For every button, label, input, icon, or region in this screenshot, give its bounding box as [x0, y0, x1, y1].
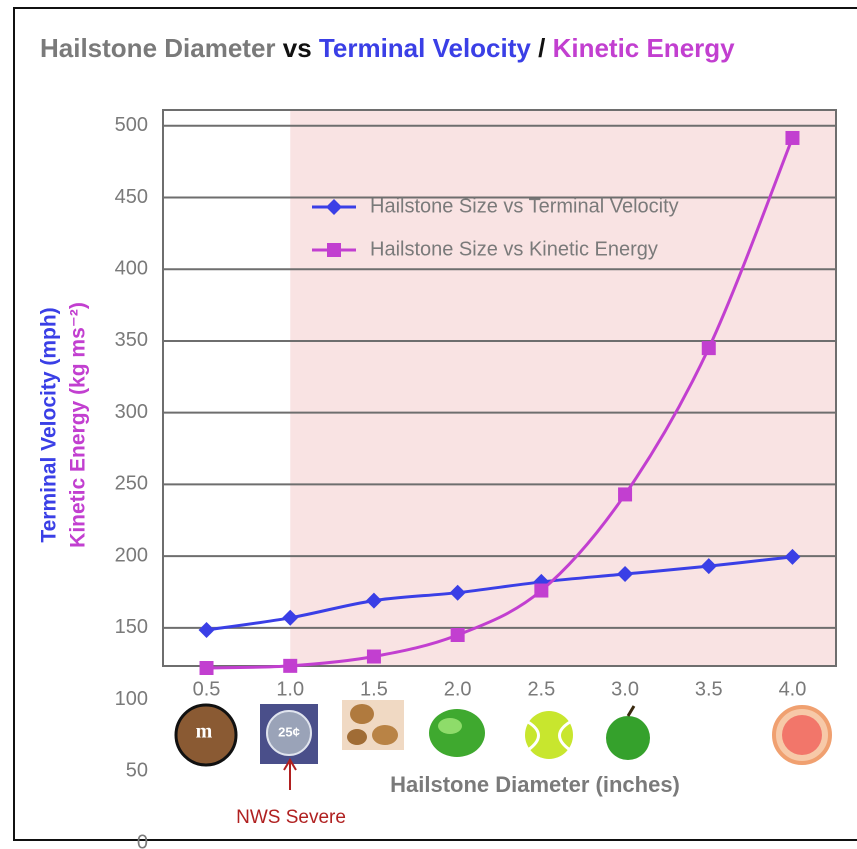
title-part: Hailstone Diameter: [40, 33, 276, 63]
marker: [199, 660, 214, 675]
marker: [785, 130, 800, 145]
y-tick-label: 200: [115, 544, 148, 566]
y-axis-label: Kinetic Energy (kg ms⁻²): [67, 302, 90, 548]
x-tick-label: 3.0: [611, 678, 639, 700]
x-tick-label: 1.0: [276, 678, 304, 700]
marker: [365, 592, 382, 609]
plot-border: [162, 109, 837, 667]
series-line: [206, 555, 793, 632]
icon-quarter: 25¢: [260, 704, 318, 764]
icon-label: m: [196, 721, 213, 743]
title-part: Kinetic Energy: [553, 33, 736, 63]
icon-label: 25¢: [278, 724, 300, 739]
marker: [283, 658, 298, 673]
marker: [449, 584, 466, 601]
annotation-arrow: [283, 758, 297, 790]
marker: [534, 583, 549, 598]
y-tick-label: 250: [115, 473, 148, 495]
title-part: /: [538, 33, 545, 63]
marker: [618, 487, 633, 502]
annotation: NWS Severe: [236, 807, 346, 828]
icon-walnuts: [342, 700, 404, 750]
marker: [784, 548, 801, 565]
y-tick-label: 0: [137, 831, 148, 849]
plot-area: Hailstone Size vs Terminal Velocity Hails…: [162, 109, 837, 675]
x-tick-label: 0.5: [193, 678, 221, 700]
y-tick-label: 400: [115, 258, 148, 280]
y-tick-label: 150: [115, 616, 148, 638]
x-tick-label: 1.5: [360, 678, 388, 700]
legend-label: Hailstone Size vs Terminal Velocity: [370, 195, 679, 217]
icon-grapefruit: [772, 705, 832, 765]
x-axis-label: Hailstone Diameter (inches): [390, 772, 680, 797]
severe-region: [290, 111, 835, 665]
x-tick-label: 4.0: [779, 678, 807, 700]
legend-label: Hailstone Size vs Kinetic Energy: [370, 238, 658, 260]
y-tick-label: 300: [115, 401, 148, 423]
marker: [450, 628, 465, 643]
legend-marker: [327, 243, 341, 257]
marker: [617, 566, 634, 583]
x-tick-label: 2.0: [444, 678, 472, 700]
marker: [700, 558, 717, 575]
title-part: Terminal Velocity: [319, 33, 531, 63]
y-tick-label: 500: [115, 114, 148, 136]
marker: [282, 609, 299, 626]
marker: [366, 649, 381, 664]
y-tick-label: 450: [115, 186, 148, 208]
frame: [13, 7, 857, 841]
x-tick-label: 2.5: [527, 678, 555, 700]
icon-tennis-ball: [525, 711, 573, 759]
y-axis-label: Terminal Velocity (mph): [38, 307, 61, 542]
marker: [701, 341, 716, 356]
icon-apple: [606, 705, 650, 760]
marker: [198, 621, 215, 638]
y-tick-label: 100: [115, 688, 148, 710]
x-tick-label: 3.5: [695, 678, 723, 700]
y-tick-label: 50: [126, 760, 148, 782]
icon-lime: [429, 709, 485, 757]
title-part: vs: [283, 33, 312, 63]
y-tick-label: 350: [115, 329, 148, 351]
legend-marker: [326, 199, 342, 215]
icon-mm: m: [174, 703, 238, 767]
chart-title: Hailstone Diameter vs Terminal Velocity …: [40, 33, 735, 63]
